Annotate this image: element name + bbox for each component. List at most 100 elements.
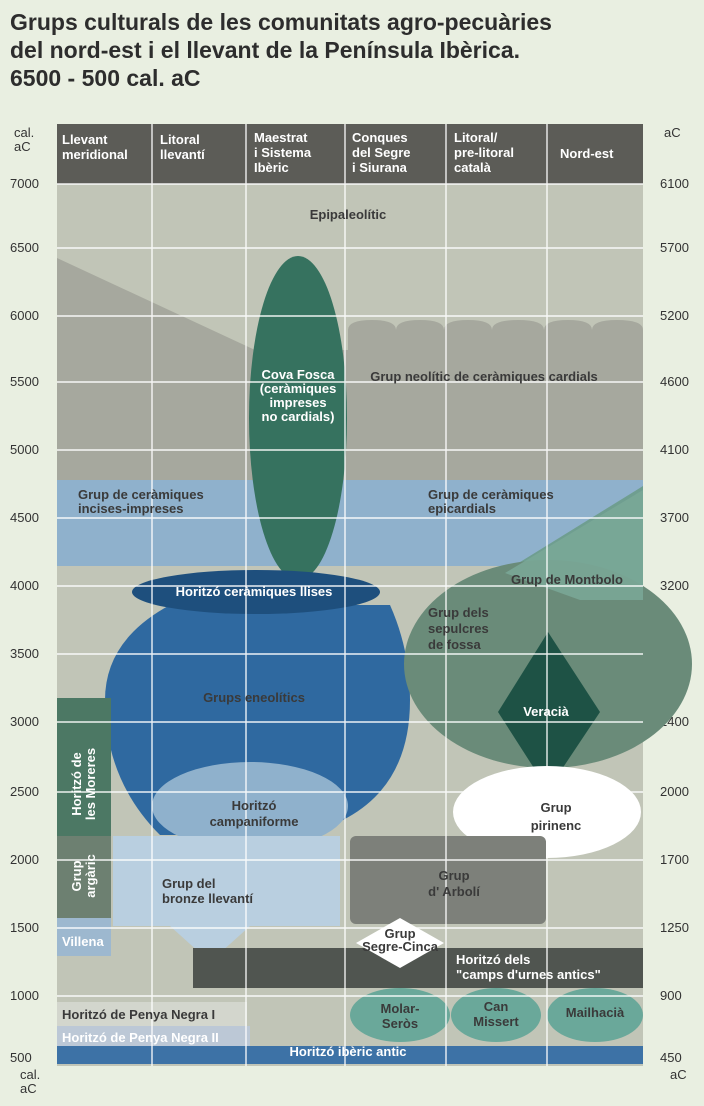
- moreres-bar: [57, 698, 111, 836]
- right-unit-bottom: aC: [670, 1067, 687, 1082]
- campaniforme-ellipse: [152, 762, 348, 850]
- label-line: Grups eneolítics: [203, 690, 305, 705]
- label-line: Horitzó de: [69, 752, 84, 816]
- right-unit-top: aC: [664, 125, 681, 140]
- epipaleolitic-label: Epipaleolític: [310, 207, 387, 222]
- label-line: Epipaleolític: [310, 207, 387, 222]
- label-line: Missert: [473, 1014, 519, 1029]
- left-unit-bottom-line2: aC: [20, 1081, 37, 1096]
- label-line: pirinenc: [531, 818, 582, 833]
- left-unit-bottom: cal. aC: [20, 1068, 40, 1096]
- label-line: Cova Fosca: [262, 367, 336, 382]
- label-line: Grup: [540, 800, 571, 815]
- right-tick-label: 5700: [660, 240, 689, 255]
- left-unit-top: cal. aC: [14, 126, 34, 154]
- label-line: epicardials: [428, 501, 496, 516]
- column-header: Maestrat i Sistema Ibèric: [254, 130, 312, 175]
- label-line: Grup: [438, 868, 469, 883]
- right-tick-label: 1250: [660, 920, 689, 935]
- mailhacia-ellipse: [547, 988, 643, 1042]
- label-line: de fossa: [428, 637, 482, 652]
- label-line: campaniforme: [210, 814, 299, 829]
- column-header: Llevant meridional: [62, 132, 128, 162]
- label-line: Grup de Montbolo: [511, 572, 623, 587]
- cardials-label: Grup neolític de ceràmiques cardials: [370, 369, 598, 384]
- column-header-line: Maestrat: [254, 130, 308, 145]
- villena-bar: [57, 918, 111, 956]
- label-line: Veracià: [523, 704, 569, 719]
- left-tick-label: 1500: [10, 920, 39, 935]
- label-line: Horitzó de Penya Negra II: [62, 1030, 219, 1045]
- column-header: Litoral/pre-litoral català: [454, 130, 514, 175]
- label-line: Can: [484, 999, 509, 1014]
- label-line: Horitzó dels: [456, 952, 530, 967]
- neolithic-diagonal-band: [57, 258, 255, 480]
- sepulcres-label: Grup dels sepulcres de fossa: [428, 605, 489, 652]
- segre-cinca-label: Grup Segre-Cinca: [362, 926, 439, 954]
- argaric-bar: [57, 836, 111, 918]
- label-line: Mailhacià: [566, 1005, 625, 1020]
- left-tick-label: 1000: [10, 988, 39, 1003]
- eneolitics-label: Grups eneolítics: [203, 690, 305, 705]
- left-tick-label: 4000: [10, 578, 39, 593]
- molar-label: Molar-Seròs: [381, 1001, 420, 1031]
- label-line: Seròs: [382, 1016, 418, 1031]
- column-header-line: llevantí: [160, 147, 205, 162]
- column-header-line: Litoral/: [454, 130, 498, 145]
- right-tick-label: 6100: [660, 176, 689, 191]
- column-header-line: català: [454, 160, 492, 175]
- left-unit-top-line2: aC: [14, 139, 31, 154]
- label-line: no cardials): [262, 409, 335, 424]
- iberic-band: [57, 1046, 643, 1064]
- column-header: Litoral llevantí: [160, 132, 205, 162]
- label-line: les Moreres: [83, 748, 98, 820]
- title-line-1: Grups culturals de les comunitats agro-p…: [10, 9, 552, 35]
- segre-cinca-diamond: [356, 918, 444, 968]
- veracia-label: Veracià: [523, 704, 569, 719]
- villena-label: Villena: [62, 934, 104, 949]
- epicardials-label: Grup de ceràmiques epicardials: [428, 487, 554, 516]
- label-line: Horitzó ibèric antic: [289, 1044, 406, 1059]
- label-line: (ceràmiques: [260, 381, 337, 396]
- moreres-label: Horitzó deles Moreres: [69, 748, 98, 820]
- right-tick-label: 4100: [660, 442, 689, 457]
- cardial-band: [255, 320, 643, 480]
- left-tick-label: 6000: [10, 308, 39, 323]
- chart-title: Grups culturals de les comunitats agro-p…: [10, 8, 700, 92]
- left-tick-label: 5000: [10, 442, 39, 457]
- bronze-label: Grup del bronze llevantí: [162, 876, 253, 906]
- right-tick-label: 3200: [660, 578, 689, 593]
- label-line: Molar-: [381, 1001, 420, 1016]
- left-tick-label: 6500: [10, 240, 39, 255]
- label-line: Segre-Cinca: [362, 939, 439, 954]
- column-header-line: Llevant: [62, 132, 108, 147]
- montbolo-label: Grup de Montbolo: [511, 572, 623, 587]
- veracia-diamond: [498, 632, 600, 790]
- left-tick-label: 5500: [10, 374, 39, 389]
- label-line: Horitzó ceràmiques llises: [176, 584, 333, 599]
- right-tick-label: 900: [660, 988, 682, 1003]
- pirinenc-label: Grup pirinenc: [531, 800, 582, 833]
- left-unit-top-line1: cal.: [14, 125, 35, 140]
- label-line: Horitzó: [232, 798, 277, 813]
- column-header-bar: [57, 124, 643, 184]
- label-line: Horitzó de Penya Negra I: [62, 1007, 215, 1022]
- label-line: impreses: [269, 395, 326, 410]
- column-headers: Llevant meridional Litoral llevantí Maestrat…: [62, 130, 614, 175]
- left-tick-label: 2000: [10, 852, 39, 867]
- right-tick-label: 450: [660, 1050, 682, 1065]
- argaric-label: Grupargàric: [69, 854, 98, 897]
- column-header: Nord-est: [560, 146, 614, 161]
- iberic-label: Horitzó ibèric antic: [289, 1044, 406, 1059]
- campaniforme-label: Horitzó campaniforme: [210, 798, 299, 829]
- title-line-2: del nord-est i el llevant de la Penínsul…: [10, 37, 520, 63]
- label-line: "camps d'urnes antics": [456, 967, 601, 982]
- bronze-shape: [113, 836, 340, 962]
- label-line: d' Arbolí: [428, 884, 480, 899]
- llises-ellipse: [132, 570, 380, 614]
- left-unit-bottom-line1: cal.: [20, 1067, 41, 1082]
- label-line: Grup del: [162, 876, 215, 891]
- penya-negra-2-bar: [57, 1026, 250, 1048]
- label-line: Grup: [69, 860, 84, 891]
